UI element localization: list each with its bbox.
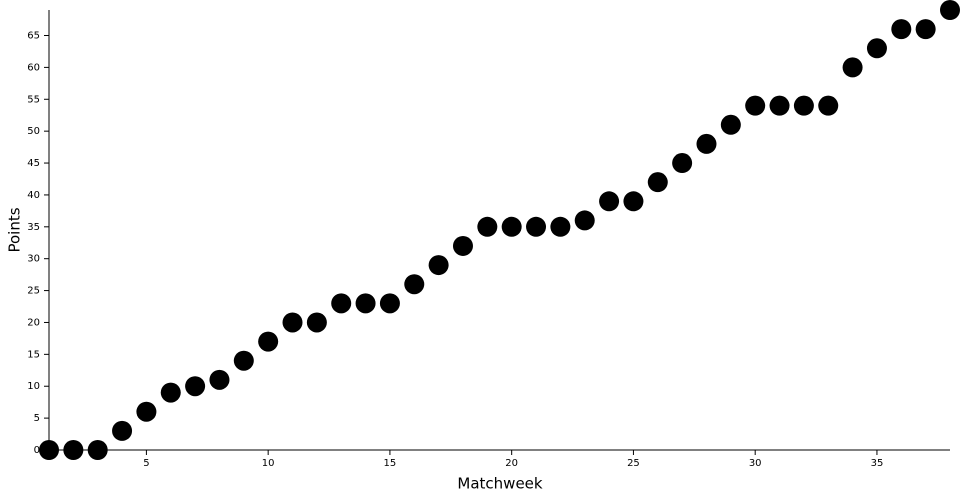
y-tick-label: 0: [34, 445, 40, 456]
y-tick-label: 45: [27, 158, 40, 169]
point: [769, 95, 790, 116]
x-tick-label: 20: [505, 458, 518, 469]
point: [866, 38, 887, 59]
point: [185, 376, 206, 397]
y-tick-label: 60: [27, 62, 40, 73]
x-tick-label: 15: [384, 458, 397, 469]
y-tick-label: 25: [27, 286, 40, 297]
point: [452, 235, 473, 256]
point: [282, 312, 303, 333]
point: [355, 293, 376, 314]
point: [331, 293, 352, 314]
point: [720, 114, 741, 135]
point: [818, 95, 839, 116]
point: [209, 369, 230, 390]
point: [258, 331, 279, 352]
y-tick-label: 55: [27, 94, 40, 105]
y-tick-label: 5: [34, 413, 40, 424]
x-tick-label: 10: [262, 458, 275, 469]
y-axis-title: Points: [6, 207, 24, 252]
point: [428, 255, 449, 276]
point: [87, 440, 108, 460]
x-tick-label: 35: [871, 458, 884, 469]
point: [526, 216, 547, 237]
point: [136, 401, 157, 422]
x-tick-label: 30: [749, 458, 762, 469]
y-tick-label: 65: [27, 31, 40, 42]
point: [793, 95, 814, 116]
point: [891, 19, 912, 40]
point: [404, 274, 425, 295]
point: [379, 293, 400, 314]
point: [160, 382, 181, 403]
point: [39, 440, 59, 460]
y-tick-label: 30: [27, 254, 40, 265]
point: [306, 312, 327, 333]
point: [477, 216, 498, 237]
point: [623, 191, 644, 212]
point: [696, 133, 717, 154]
point: [501, 216, 522, 237]
point: [550, 216, 571, 237]
point: [112, 420, 133, 441]
y-tick-label: 50: [27, 126, 40, 137]
x-axis-title: Matchweek: [457, 475, 542, 493]
y-tick-label: 40: [27, 190, 40, 201]
point: [233, 350, 254, 371]
point: [842, 57, 863, 78]
y-tick-label: 35: [27, 222, 40, 233]
point: [647, 172, 668, 193]
point: [599, 191, 620, 212]
x-tick-label: 5: [143, 458, 149, 469]
y-tick-label: 10: [27, 381, 40, 392]
point: [915, 19, 936, 40]
point: [940, 0, 960, 20]
point: [745, 95, 766, 116]
point: [672, 153, 693, 174]
x-tick-label: 25: [627, 458, 640, 469]
point: [63, 440, 84, 460]
y-tick-label: 15: [27, 349, 40, 360]
point: [574, 210, 595, 231]
y-tick-label: 20: [27, 317, 40, 328]
